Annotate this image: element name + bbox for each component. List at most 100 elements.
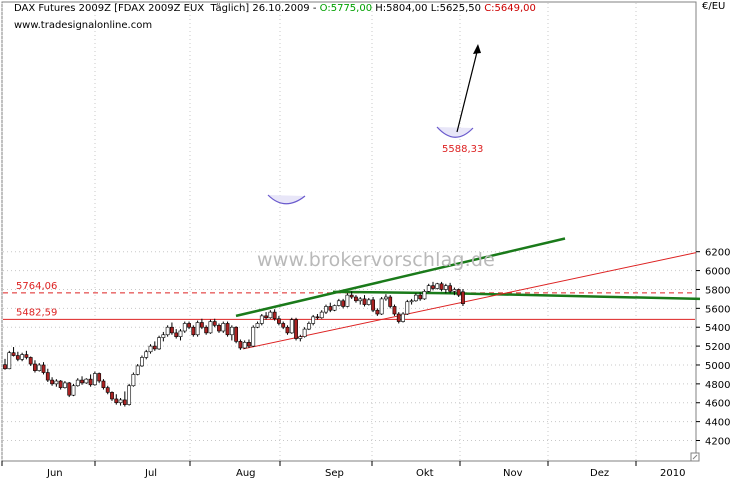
candle-down bbox=[294, 319, 298, 339]
candle-down bbox=[328, 306, 333, 311]
candle-down bbox=[152, 345, 157, 350]
candle-down bbox=[170, 326, 174, 334]
candle-up bbox=[229, 326, 234, 336]
candle-down bbox=[396, 313, 401, 322]
candle-up bbox=[302, 328, 307, 337]
candle-down bbox=[362, 298, 367, 305]
y-tick-label: 5800 bbox=[705, 285, 730, 296]
candle-up bbox=[384, 296, 388, 300]
candle-up bbox=[306, 323, 311, 330]
candle-down bbox=[97, 373, 102, 382]
candle-up bbox=[221, 323, 226, 332]
candle-up bbox=[135, 365, 140, 375]
price-level-label: 5764,06 bbox=[16, 281, 57, 292]
candle-up bbox=[405, 301, 410, 315]
x-tick-label: 2010 bbox=[660, 468, 685, 479]
y-tick-label: 4600 bbox=[705, 399, 730, 410]
grid bbox=[1, 3, 695, 460]
candle-up bbox=[409, 300, 414, 303]
candle-up bbox=[426, 285, 431, 292]
candle-up bbox=[401, 313, 405, 322]
candle-down bbox=[281, 323, 286, 328]
candle-down bbox=[174, 332, 179, 337]
candle-down bbox=[88, 378, 93, 386]
candle-up bbox=[131, 374, 136, 387]
candle-up bbox=[208, 321, 213, 334]
candle-down bbox=[187, 323, 191, 328]
instrument-symbol: [FDAX 2009Z EUX Täglich] bbox=[114, 3, 250, 14]
candle-up bbox=[118, 399, 123, 404]
x-tick-label: Dez bbox=[590, 468, 609, 479]
candle-up bbox=[435, 283, 440, 289]
candle-up bbox=[178, 330, 183, 337]
candle-up bbox=[255, 323, 260, 328]
candle-down bbox=[80, 379, 84, 384]
candle-up bbox=[422, 291, 427, 300]
candle-down bbox=[15, 355, 20, 360]
candle-up bbox=[324, 306, 328, 313]
x-tick-label: Jun bbox=[46, 468, 63, 479]
candle-down bbox=[101, 380, 106, 388]
candle-down bbox=[204, 326, 209, 334]
y-tick-label: 5600 bbox=[705, 304, 730, 315]
candle-up bbox=[379, 298, 384, 315]
candle-up bbox=[251, 326, 256, 347]
candle-down bbox=[199, 322, 204, 328]
candle-up bbox=[195, 322, 200, 336]
candle-down bbox=[3, 364, 7, 370]
annotation-label: 5588,33 bbox=[442, 144, 483, 155]
candle-up bbox=[298, 336, 303, 339]
candle-down bbox=[448, 285, 453, 292]
x-tick-label: Nov bbox=[503, 468, 523, 479]
instrument-name: DAX Futures 2009Z bbox=[14, 3, 111, 14]
candle-down bbox=[431, 285, 435, 289]
candles bbox=[3, 281, 465, 407]
candle-up bbox=[37, 364, 42, 371]
candle-up bbox=[182, 323, 187, 332]
y-tick-label: 4200 bbox=[705, 437, 730, 448]
x-axis: Jun Jul Aug Sep Okt Nov Dez 2010 bbox=[1, 461, 685, 479]
candle-down bbox=[439, 283, 444, 290]
candle-down bbox=[277, 318, 281, 324]
x-tick-label: Sep bbox=[325, 468, 344, 479]
candle-up bbox=[144, 351, 149, 358]
support-line bbox=[242, 252, 697, 350]
candle-up bbox=[268, 311, 273, 319]
candle-up bbox=[92, 373, 97, 386]
candle-down bbox=[456, 289, 461, 296]
candle-up bbox=[20, 354, 25, 360]
candle-up bbox=[242, 342, 247, 349]
candle-up bbox=[289, 319, 294, 334]
candle-down bbox=[285, 326, 290, 334]
candle-down bbox=[50, 379, 54, 385]
candle-up bbox=[165, 326, 170, 336]
y-tick-label: 6200 bbox=[705, 248, 730, 259]
candle-up bbox=[345, 294, 350, 307]
close-value: C:5649,00 bbox=[484, 3, 536, 14]
resize-grip-icon[interactable] bbox=[690, 452, 700, 462]
y-tick-label: 4800 bbox=[705, 380, 730, 391]
candle-up bbox=[54, 380, 59, 385]
chart-header: DAX Futures 2009Z [FDAX 2009Z EUX Täglic… bbox=[14, 3, 536, 14]
candle-up bbox=[452, 289, 457, 292]
arrow-head-icon bbox=[473, 44, 481, 54]
candle-down bbox=[217, 325, 221, 332]
candle-down bbox=[45, 372, 50, 381]
candle-down bbox=[375, 309, 380, 315]
candle-down bbox=[122, 399, 127, 405]
candle-down bbox=[238, 341, 243, 349]
price-level-label: 5482,59 bbox=[16, 307, 57, 318]
candle-down bbox=[349, 294, 354, 298]
currency-label: €/EU bbox=[702, 1, 726, 12]
y-tick-label: 5200 bbox=[705, 342, 730, 353]
candle-up bbox=[413, 294, 418, 302]
candle-down bbox=[461, 291, 465, 305]
candle-up bbox=[71, 385, 76, 396]
candle-down bbox=[105, 387, 110, 393]
candle-down bbox=[191, 326, 196, 336]
candle-up bbox=[259, 315, 264, 324]
quote-date: 26.10.2009 bbox=[252, 3, 310, 14]
candle-down bbox=[28, 357, 33, 365]
candle-down bbox=[234, 326, 239, 342]
